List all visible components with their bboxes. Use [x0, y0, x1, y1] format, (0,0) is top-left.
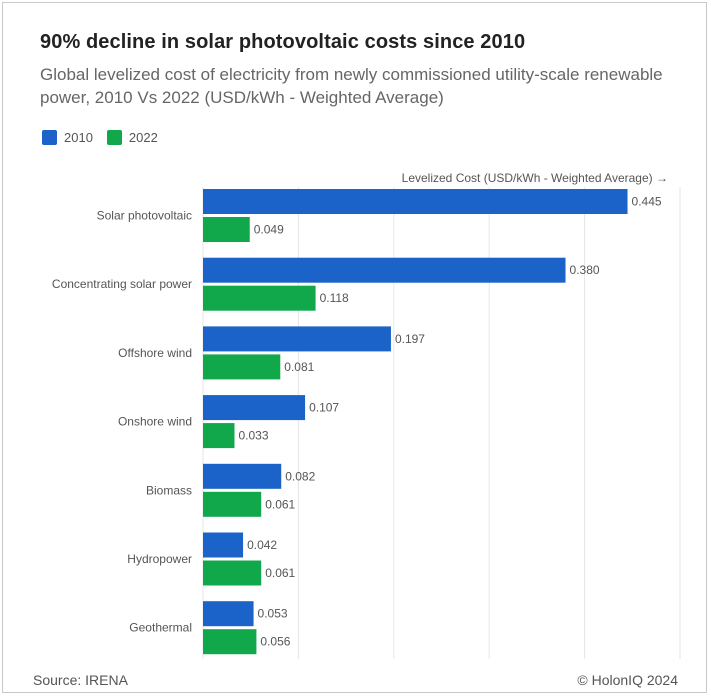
- data-label: 0.118: [320, 291, 349, 305]
- data-label: 0.380: [570, 263, 600, 277]
- category-label: Offshore wind: [118, 346, 192, 360]
- data-label: 0.056: [260, 635, 290, 649]
- category-label: Solar photovoltaic: [97, 209, 192, 223]
- bar-2010: [203, 257, 566, 283]
- category-label: Concentrating solar power: [52, 277, 192, 291]
- legend-item-2022[interactable]: 2022: [106, 130, 158, 145]
- data-label: 0.049: [254, 223, 284, 237]
- category-label: Hydropower: [127, 552, 192, 566]
- x-axis-label: Levelized Cost (USD/kWh - Weighted Avera…: [401, 171, 668, 185]
- data-label: 0.445: [632, 195, 662, 209]
- bar-chart: Solar photovoltaic 0.445 0.049 Concentratin…: [52, 187, 681, 659]
- legend: 2010 2022: [42, 130, 164, 145]
- legend-item-2010[interactable]: 2010: [42, 130, 93, 145]
- bar-2022: [203, 491, 262, 517]
- chart-subtitle: Global levelized cost of electricity fro…: [40, 65, 663, 107]
- legend-swatch-2022: [106, 130, 122, 145]
- data-label: 0.042: [247, 538, 277, 552]
- bar-2010: [203, 189, 628, 214]
- data-label: 0.081: [284, 360, 314, 374]
- category-label: Onshore wind: [118, 415, 192, 429]
- bar-2022: [203, 423, 235, 449]
- bar-2010: [203, 532, 244, 558]
- legend-label-2022: 2022: [128, 130, 158, 145]
- data-label: 0.061: [265, 497, 295, 511]
- bar-2022: [203, 217, 250, 242]
- data-label: 0.033: [238, 429, 268, 443]
- bar-2022: [203, 560, 262, 586]
- category-label: Biomass: [146, 483, 192, 497]
- data-label: 0.107: [309, 401, 339, 415]
- bar-2010: [203, 601, 254, 627]
- bar-2010: [203, 326, 391, 352]
- source-note: Source: IRENA: [33, 672, 128, 688]
- data-label: 0.082: [285, 469, 315, 483]
- data-label: 0.197: [395, 332, 425, 346]
- legend-swatch-2010: [42, 130, 57, 145]
- bar-2022: [203, 629, 257, 655]
- bar-2010: [203, 463, 282, 489]
- copyright-note: © HolonIQ 2024: [577, 672, 678, 688]
- bar-2010: [203, 395, 306, 421]
- category-label: Geothermal: [129, 621, 192, 635]
- data-label: 0.053: [258, 607, 288, 621]
- bar-2022: [203, 285, 316, 311]
- bar-2022: [203, 354, 281, 380]
- legend-label-2010: 2010: [64, 130, 93, 145]
- chart-title: 90% decline in solar photovoltaic costs …: [40, 31, 526, 53]
- data-label: 0.061: [265, 566, 295, 580]
